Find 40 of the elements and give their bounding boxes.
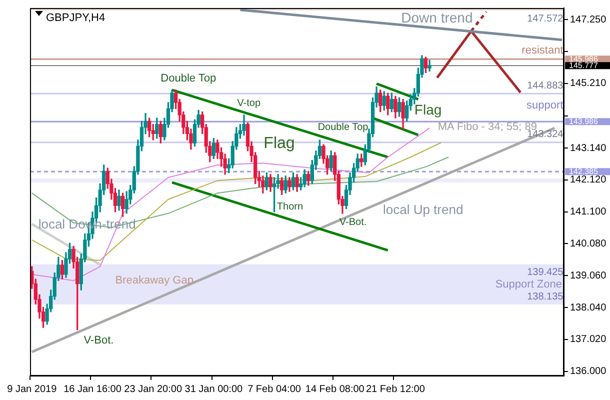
annotation: 147.572 xyxy=(527,13,564,24)
x-tick-label: 23 Jan 20:00 xyxy=(124,384,182,395)
annotation: 139.425 xyxy=(527,266,564,278)
x-tick-label: 16 Jan 16:00 xyxy=(64,384,122,395)
y-tick-label: 138.040 xyxy=(570,302,607,314)
chart-title: GBPJPY,H4 xyxy=(46,12,106,24)
y-tick-label: 145.210 xyxy=(570,78,607,90)
x-tick-label: 7 Feb 04:00 xyxy=(248,384,302,395)
annotation: Flag xyxy=(414,101,442,118)
annotation: local Up trend xyxy=(382,202,464,218)
annotation: 138.135 xyxy=(527,291,564,302)
y-tick-label: 136.000 xyxy=(570,366,607,378)
x-tick-label: 21 Feb 12:00 xyxy=(366,384,426,395)
ref-line-label: 143.986 xyxy=(569,116,598,126)
y-tick-label: 140.080 xyxy=(570,238,607,250)
annotation: support xyxy=(526,100,564,112)
annotation: V-Bot. xyxy=(84,334,114,346)
ref-line-label: 142.385 xyxy=(569,166,598,176)
x-tick-label: 14 Feb 08:00 xyxy=(305,384,365,395)
band-label: Support Zone xyxy=(495,278,562,290)
annotation: V-Bot. xyxy=(339,216,367,228)
y-tick-label: 147.250 xyxy=(570,14,607,26)
annotation: V-top xyxy=(237,98,261,109)
annotation: Double Top xyxy=(160,72,216,85)
annotation: Double Top xyxy=(318,122,369,133)
annotation: Down trend xyxy=(401,9,473,26)
y-tick-label: 141.100 xyxy=(570,206,607,218)
y-tick-label: 143.140 xyxy=(570,142,607,154)
annotation: Thorn xyxy=(276,201,304,212)
ref-line-label: 145.986 xyxy=(569,54,598,64)
y-tick-label: 137.020 xyxy=(570,334,607,346)
x-tick-label: 9 Jan 2019 xyxy=(7,384,58,395)
annotation: Breakaway Gap xyxy=(115,274,194,286)
annotation: 144.883 xyxy=(527,80,564,92)
annotation: resistant xyxy=(522,44,564,57)
x-tick-label: 31 Jan 00:00 xyxy=(184,384,244,395)
y-tick-label: 139.060 xyxy=(570,270,607,282)
annotation: Flag xyxy=(264,135,295,152)
ref-line-label: 145.777 xyxy=(569,60,598,70)
y-tick-label: 142.120 xyxy=(570,174,607,186)
